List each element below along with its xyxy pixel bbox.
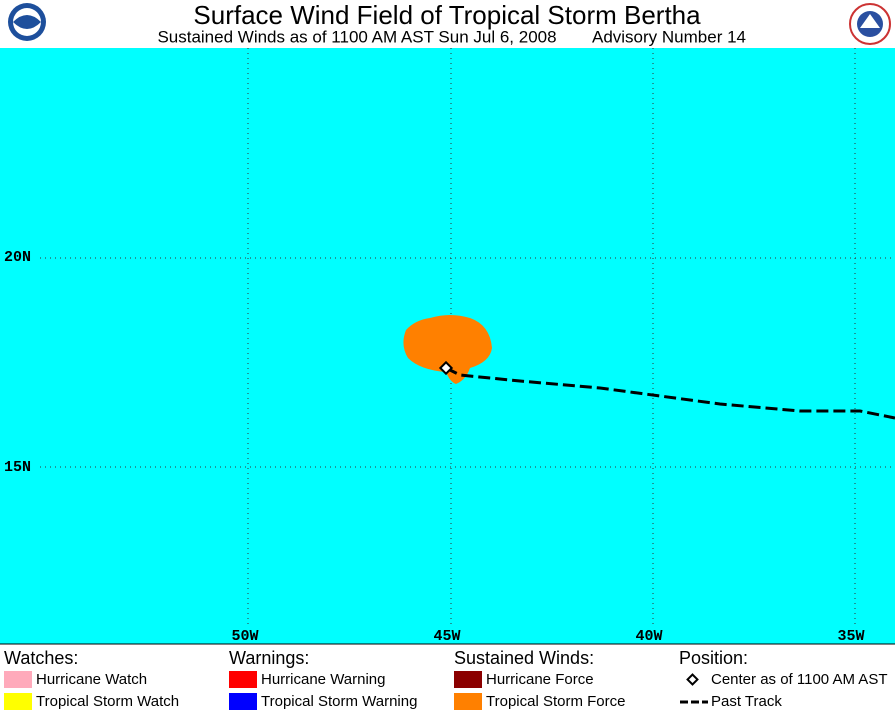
noaa-logo bbox=[8, 3, 46, 41]
legend-headings: Watches: Warnings: Sustained Winds: Posi… bbox=[4, 648, 748, 668]
swatch bbox=[4, 693, 32, 710]
storm-center bbox=[438, 360, 454, 376]
legend-heading: Warnings: bbox=[229, 648, 309, 668]
tropical-storm-wind-field bbox=[403, 315, 492, 384]
swatch bbox=[4, 671, 32, 688]
legend-item: Hurricane Force bbox=[486, 671, 594, 688]
legend-item: Tropical Storm Warning bbox=[261, 693, 417, 710]
legend-item: Hurricane Watch bbox=[36, 671, 147, 688]
lon-label: 50W bbox=[231, 628, 258, 645]
lat-label: 15N bbox=[4, 459, 31, 476]
advisory: Advisory Number 14 bbox=[592, 27, 746, 46]
legend-item: Tropical Storm Watch bbox=[36, 693, 179, 710]
lat-label: 20N bbox=[4, 249, 31, 266]
nws-logo bbox=[849, 3, 891, 45]
swatch bbox=[454, 693, 482, 710]
past-track bbox=[445, 366, 895, 420]
legend-item: Past Track bbox=[711, 693, 782, 710]
center-symbol bbox=[686, 673, 699, 686]
legend-items: Hurricane Watch Tropical Storm Watch Hur… bbox=[4, 671, 887, 710]
lon-label: 40W bbox=[635, 628, 662, 645]
swatch bbox=[229, 671, 257, 688]
legend-heading: Position: bbox=[679, 648, 748, 668]
swatch bbox=[229, 693, 257, 710]
swatch bbox=[454, 671, 482, 688]
lon-label: 45W bbox=[433, 628, 460, 645]
legend-heading: Watches: bbox=[4, 648, 78, 668]
legend-item: Tropical Storm Force bbox=[486, 693, 625, 710]
subtitle: Sustained Winds as of 1100 AM AST Sun Ju… bbox=[157, 27, 556, 46]
title: Surface Wind Field of Tropical Storm Ber… bbox=[193, 0, 701, 30]
legend-item: Center as of 1100 AM AST bbox=[711, 671, 887, 688]
legend-heading: Sustained Winds: bbox=[454, 648, 594, 668]
lon-label: 35W bbox=[837, 628, 864, 645]
legend-item: Hurricane Warning bbox=[261, 671, 386, 688]
